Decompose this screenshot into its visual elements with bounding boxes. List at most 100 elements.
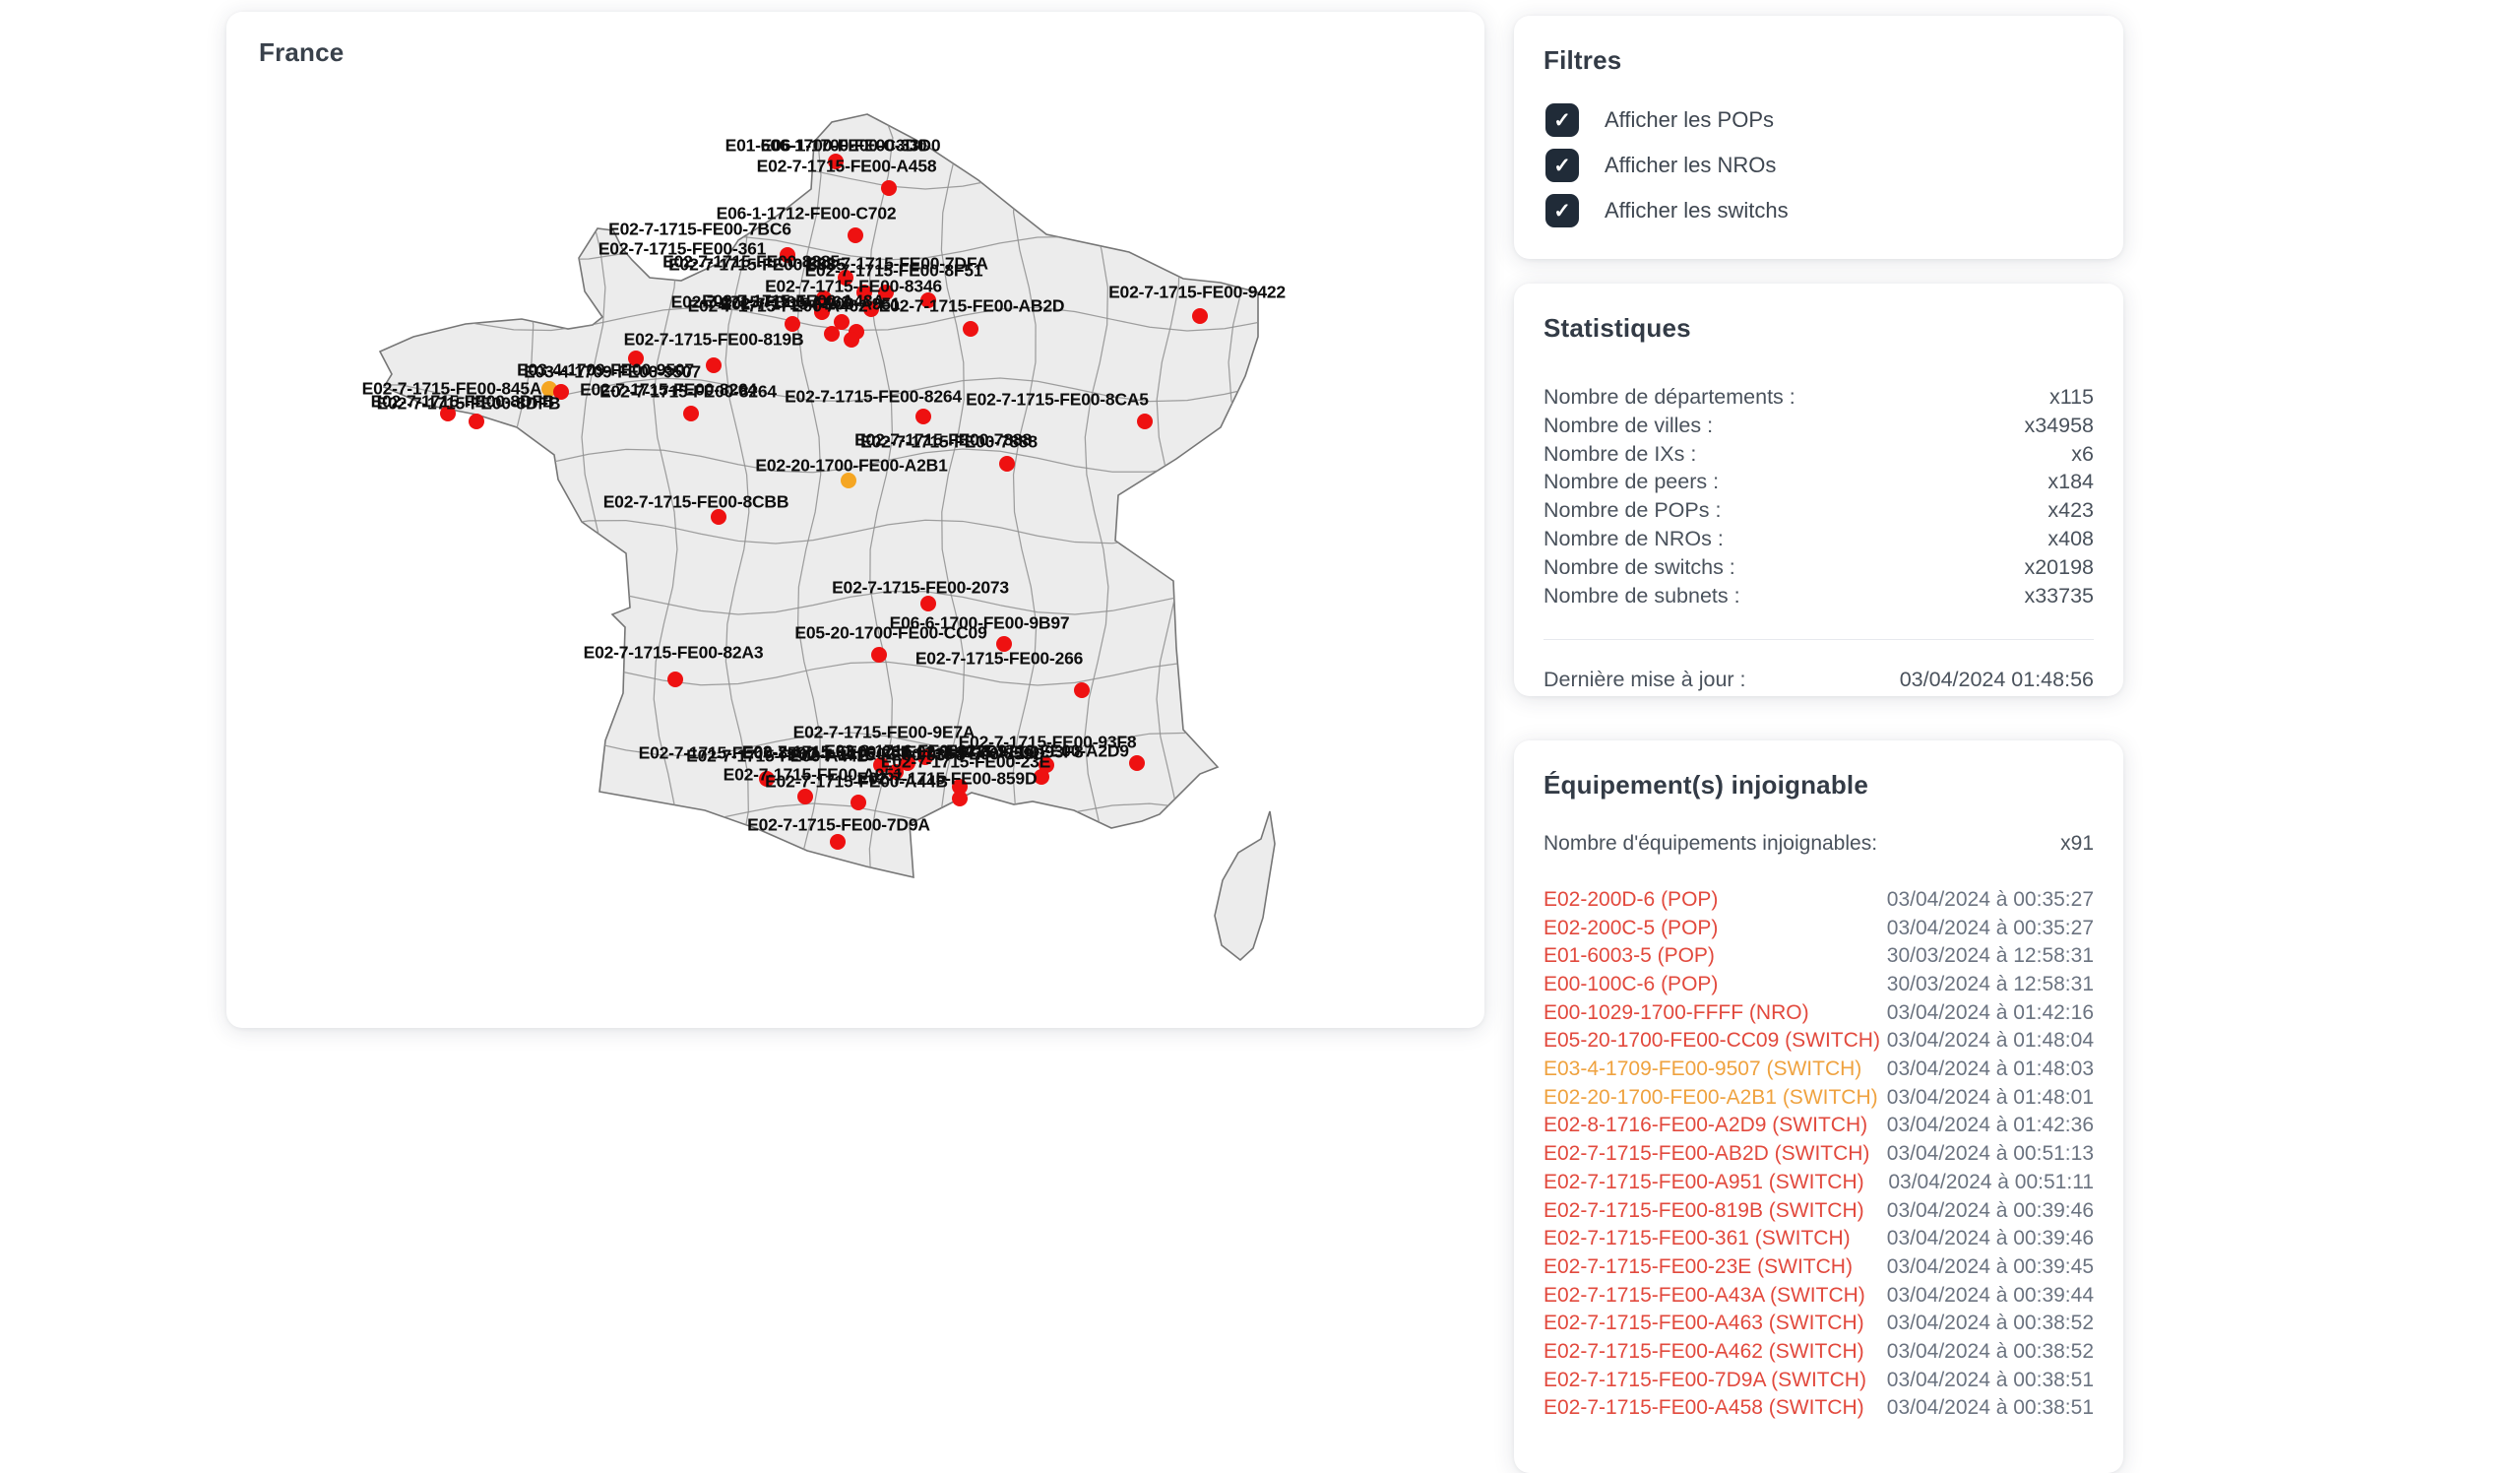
equipment-label: E02-7-1715-FE00-82A3 [583, 642, 764, 663]
equipment-marker-red[interactable] [848, 227, 863, 243]
equipment-link[interactable]: E01-6003-5 (POP) [1544, 944, 1715, 968]
unreachable-list: E02-200D-6 (POP) 03/04/2024 à 00:35:27 E02… [1514, 886, 2123, 1423]
filter-list: ✓ Afficher les POPs ✓ Afficher les NROs ✓ Aff… [1514, 97, 2123, 233]
checkbox-checked[interactable]: ✓ [1545, 103, 1579, 137]
equipment-marker-red[interactable] [838, 270, 853, 286]
check-icon: ✓ [1553, 154, 1571, 177]
equipment-label: E02-7-1715-FE00-9E7A [792, 722, 976, 742]
equipment-link[interactable]: E02-7-1715-FE00-A463 (SWITCH) [1544, 1312, 1864, 1335]
filter-label: Afficher les switchs [1605, 198, 1789, 223]
equipment-link[interactable]: E02-7-1715-FE00-7D9A (SWITCH) [1544, 1368, 1866, 1391]
equipment-link[interactable]: E02-200D-6 (POP) [1544, 887, 1719, 911]
equipment-marker-red[interactable] [917, 749, 933, 765]
equipment-link[interactable]: E02-7-1715-FE00-819B (SWITCH) [1544, 1198, 1864, 1222]
france-map[interactable]: E01-606-1700-FE00-C3D0 E06-1-1700-FE00-33… [226, 12, 1484, 1028]
equipment-marker-red[interactable] [1129, 755, 1145, 771]
equipment-link[interactable]: E02-20-1700-FE00-A2B1 (SWITCH) [1544, 1085, 1878, 1109]
equipment-link[interactable]: E02-8-1716-FE00-A2D9 (SWITCH) [1544, 1114, 1868, 1137]
equipment-marker-red[interactable] [863, 301, 879, 317]
unreachable-row: E02-20-1700-FE00-A2B1 (SWITCH) 03/04/2024… [1514, 1084, 2123, 1113]
equipment-label: E06-6-1700-FE00-9B97 [889, 612, 1070, 633]
equipment-marker-red[interactable] [999, 456, 1015, 472]
equipment-marker-red[interactable] [816, 290, 832, 306]
equipment-marker-red[interactable] [900, 755, 915, 771]
equipment-marker-red[interactable] [711, 509, 726, 525]
equipment-link[interactable]: E03-4-1709-FE00-9507 (SWITCH) [1544, 1057, 1862, 1081]
stat-row: Nombre de IXs : x6 [1514, 440, 2123, 469]
equipment-marker-red[interactable] [873, 757, 889, 773]
equipment-marker-orange[interactable] [841, 473, 856, 488]
equipment-timestamp: 03/04/2024 à 00:39:45 [1886, 1254, 2094, 1278]
equipment-marker-red[interactable] [830, 834, 846, 850]
equipment-marker-red[interactable] [440, 406, 456, 421]
equipment-link[interactable]: E02-7-1715-FE00-23E (SWITCH) [1544, 1254, 1853, 1278]
equipment-marker-red[interactable] [785, 316, 800, 332]
stat-label: Nombre de POPs : [1544, 498, 1722, 523]
checkbox-checked[interactable]: ✓ [1545, 194, 1579, 227]
equipment-marker-red[interactable] [888, 764, 904, 780]
equipment-marker-red[interactable] [920, 292, 936, 308]
unreachable-row: E02-7-1715-FE00-819B (SWITCH) 03/04/2024 … [1514, 1197, 2123, 1226]
equipment-marker-red[interactable] [952, 791, 968, 806]
equipment-link[interactable]: E02-7-1715-FE00-A951 (SWITCH) [1544, 1170, 1864, 1193]
equipment-link[interactable]: E05-20-1700-FE00-CC09 (SWITCH) [1544, 1029, 1880, 1053]
equipment-link[interactable]: E02-7-1715-FE00-AB2D (SWITCH) [1544, 1142, 1870, 1166]
equipment-marker-red[interactable] [667, 672, 683, 687]
equipment-marker-red[interactable] [844, 332, 859, 348]
equipment-marker-red[interactable] [759, 771, 775, 787]
equipment-marker-red[interactable] [1137, 414, 1153, 429]
stat-label: Nombre de subnets : [1544, 583, 1740, 608]
equipment-marker-red[interactable] [881, 180, 897, 196]
equipment-label: E02-7-1715-FE00-A43A [702, 290, 885, 311]
equipment-marker-red[interactable] [834, 314, 850, 330]
equipment-marker-red[interactable] [828, 154, 844, 169]
filter-row-2: ✓ Afficher les switchs [1514, 188, 2123, 233]
equipment-label: E02-7-1715-FE00-859D [638, 742, 819, 763]
equipment-marker-red[interactable] [850, 795, 866, 810]
equipment-marker-red[interactable] [780, 247, 795, 263]
equipment-link[interactable]: E00-1029-1700-FFFF (NRO) [1544, 1000, 1809, 1024]
equipment-marker-red[interactable] [996, 636, 1012, 652]
equipment-link[interactable]: E02-200C-5 (POP) [1544, 916, 1719, 939]
equipment-marker-red[interactable] [628, 351, 644, 366]
checkbox-checked[interactable]: ✓ [1545, 149, 1579, 182]
equipment-marker-red[interactable] [856, 285, 872, 300]
equipment-marker-red[interactable] [915, 409, 931, 424]
equipment-marker-red[interactable] [1034, 769, 1049, 785]
equipment-marker-red[interactable] [963, 321, 978, 337]
equipment-timestamp: 03/04/2024 à 00:51:13 [1886, 1142, 2094, 1166]
equipment-label: E02-7-1715-FE00-8885 [662, 251, 840, 272]
stat-label: Nombre de peers : [1544, 470, 1720, 494]
equipment-marker-red[interactable] [824, 326, 840, 342]
equipment-label: E02-7-1715-FE00-8CBB [602, 491, 789, 512]
equipment-marker-red[interactable] [797, 789, 813, 804]
unreachable-count-label: Nombre d'équipements injoignables: [1544, 832, 1878, 855]
equipment-label: E02-7-1715-FE00-859D [856, 768, 1038, 789]
equipment-link[interactable]: E02-7-1715-FE00-361 (SWITCH) [1544, 1227, 1851, 1250]
equipment-link[interactable]: E02-7-1715-FE00-A458 (SWITCH) [1544, 1396, 1864, 1420]
equipment-marker-red[interactable] [920, 596, 936, 611]
stat-value: x115 [2048, 385, 2094, 409]
stats-divider [1544, 639, 2094, 641]
equipment-marker-red[interactable] [871, 647, 887, 663]
stat-row: Nombre de peers : x184 [1514, 468, 2123, 496]
equipment-marker-red[interactable] [1192, 308, 1208, 324]
stat-value: x20198 [2024, 554, 2094, 579]
equipment-label: E02-7-1715-FE00-819B [623, 329, 804, 350]
equipment-marker-red[interactable] [553, 384, 569, 400]
equipment-marker-red[interactable] [706, 357, 722, 373]
equipment-link[interactable]: E02-7-1715-FE00-A43A (SWITCH) [1544, 1283, 1865, 1307]
equipment-marker-red[interactable] [878, 285, 894, 300]
equipment-marker-red[interactable] [1074, 682, 1090, 698]
equipment-link[interactable]: E00-100C-6 (POP) [1544, 972, 1719, 995]
filter-row-1: ✓ Afficher les NROs [1514, 143, 2123, 188]
equipment-marker-red[interactable] [469, 414, 484, 429]
equipment-label: E02-7-1715-FE00-8CA5 [966, 389, 1149, 410]
equipment-label: E02-7-1715-FE00-859D [864, 743, 1045, 764]
equipment-label: E02-7-1715-FE00-845A [361, 378, 542, 399]
equipment-marker-red[interactable] [814, 304, 830, 320]
unreachable-row: E02-7-1715-FE00-AB2D (SWITCH) 03/04/2024 … [1514, 1140, 2123, 1169]
equipment-marker-red[interactable] [683, 406, 699, 421]
filter-label: Afficher les NROs [1605, 153, 1777, 177]
equipment-link[interactable]: E02-7-1715-FE00-A462 (SWITCH) [1544, 1340, 1864, 1364]
